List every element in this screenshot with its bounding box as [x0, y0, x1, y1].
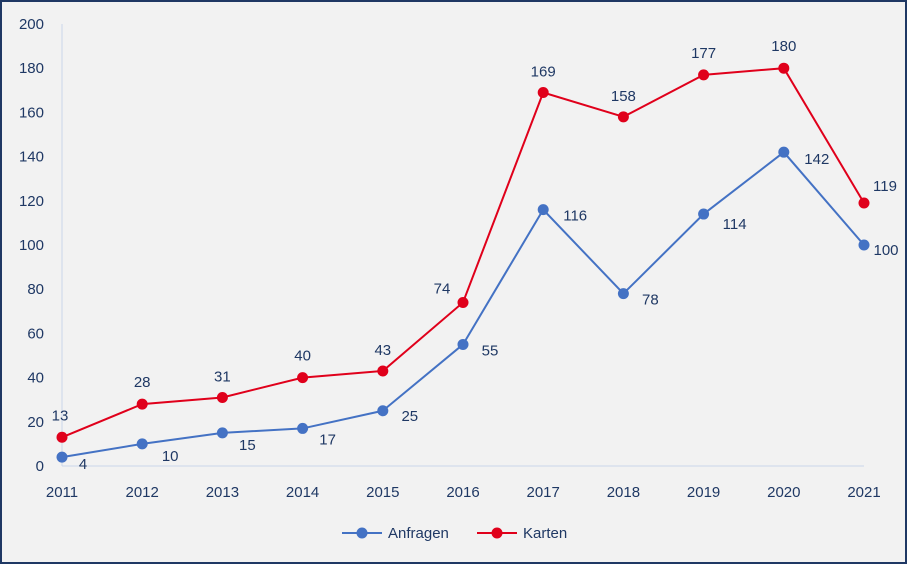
x-tick-label: 2019 — [687, 484, 720, 501]
karten-point — [617, 111, 629, 123]
karten-series-line — [61, 67, 865, 439]
anfragen-point — [56, 451, 68, 463]
karten-data-label: 28 — [134, 374, 151, 391]
anfragen-point — [617, 288, 629, 300]
karten-point — [858, 197, 870, 209]
karten-data-label: 177 — [691, 45, 716, 62]
x-tick-label: 2018 — [607, 484, 640, 501]
karten-point — [136, 398, 148, 410]
anfragen-data-label: 116 — [563, 208, 587, 225]
karten-data-label: 158 — [611, 88, 636, 105]
anfragen-data-label: 142 — [804, 151, 829, 168]
anfragen-data-label: 15 — [239, 437, 256, 454]
anfragen-point — [778, 146, 790, 158]
karten-point — [537, 87, 549, 99]
karten-point — [778, 62, 790, 74]
y-tick-label: 120 — [19, 193, 44, 210]
x-tick-label: 2017 — [527, 484, 560, 501]
anfragen-point — [537, 204, 549, 216]
y-tick-label: 60 — [27, 325, 44, 342]
x-tick-label: 2016 — [446, 484, 479, 501]
x-tick-label: 2012 — [126, 484, 159, 501]
anfragen-data-label: 100 — [873, 242, 898, 259]
y-tick-label: 160 — [19, 104, 44, 121]
karten-point — [216, 391, 228, 403]
legend-karten-marker — [491, 527, 503, 539]
y-tick-label: 180 — [19, 60, 44, 77]
legend-anfragen-label: Anfragen — [388, 525, 449, 542]
karten-data-label: 43 — [374, 342, 391, 359]
legend-anfragen-marker — [356, 527, 368, 539]
anfragen-data-label: 114 — [723, 216, 747, 233]
anfragen-point — [858, 239, 870, 251]
anfragen-data-label: 10 — [162, 448, 179, 465]
karten-data-label: 13 — [52, 407, 69, 424]
anfragen-data-label: 4 — [79, 456, 87, 473]
x-tick-label: 2014 — [286, 484, 319, 501]
karten-point — [698, 69, 710, 81]
karten-data-label: 31 — [214, 368, 231, 385]
karten-data-label: 169 — [531, 64, 556, 81]
x-tick-label: 2021 — [847, 484, 880, 501]
anfragen-point — [377, 405, 389, 417]
karten-data-label: 40 — [294, 348, 311, 365]
anfragen-data-label: 78 — [642, 292, 659, 309]
anfragen-point — [457, 338, 469, 350]
karten-point — [56, 431, 68, 443]
y-tick-label: 200 — [19, 16, 44, 33]
x-tick-label: 2011 — [46, 484, 78, 501]
legend-karten-label: Karten — [523, 525, 567, 542]
karten-point — [297, 372, 309, 384]
karten-data-label: 119 — [873, 178, 897, 195]
anfragen-point — [216, 427, 228, 439]
y-tick-label: 0 — [36, 458, 44, 475]
karten-data-label: 74 — [434, 280, 451, 297]
karten-data-label: 180 — [771, 38, 796, 55]
anfragen-point — [136, 438, 148, 450]
y-tick-label: 80 — [27, 281, 44, 298]
y-tick-label: 140 — [19, 149, 44, 166]
x-tick-label: 2013 — [206, 484, 239, 501]
anfragen-point — [297, 422, 309, 434]
y-tick-label: 40 — [27, 370, 44, 387]
anfragen-data-label: 55 — [482, 342, 499, 359]
anfragen-point — [698, 208, 710, 220]
karten-point — [457, 296, 469, 308]
x-tick-label: 2015 — [366, 484, 399, 501]
anfragen-data-label: 17 — [319, 431, 336, 448]
anfragen-data-label: 25 — [401, 408, 418, 425]
karten-point — [377, 365, 389, 377]
y-tick-label: 20 — [27, 414, 44, 431]
y-tick-label: 100 — [19, 237, 44, 254]
x-tick-label: 2020 — [767, 484, 800, 501]
